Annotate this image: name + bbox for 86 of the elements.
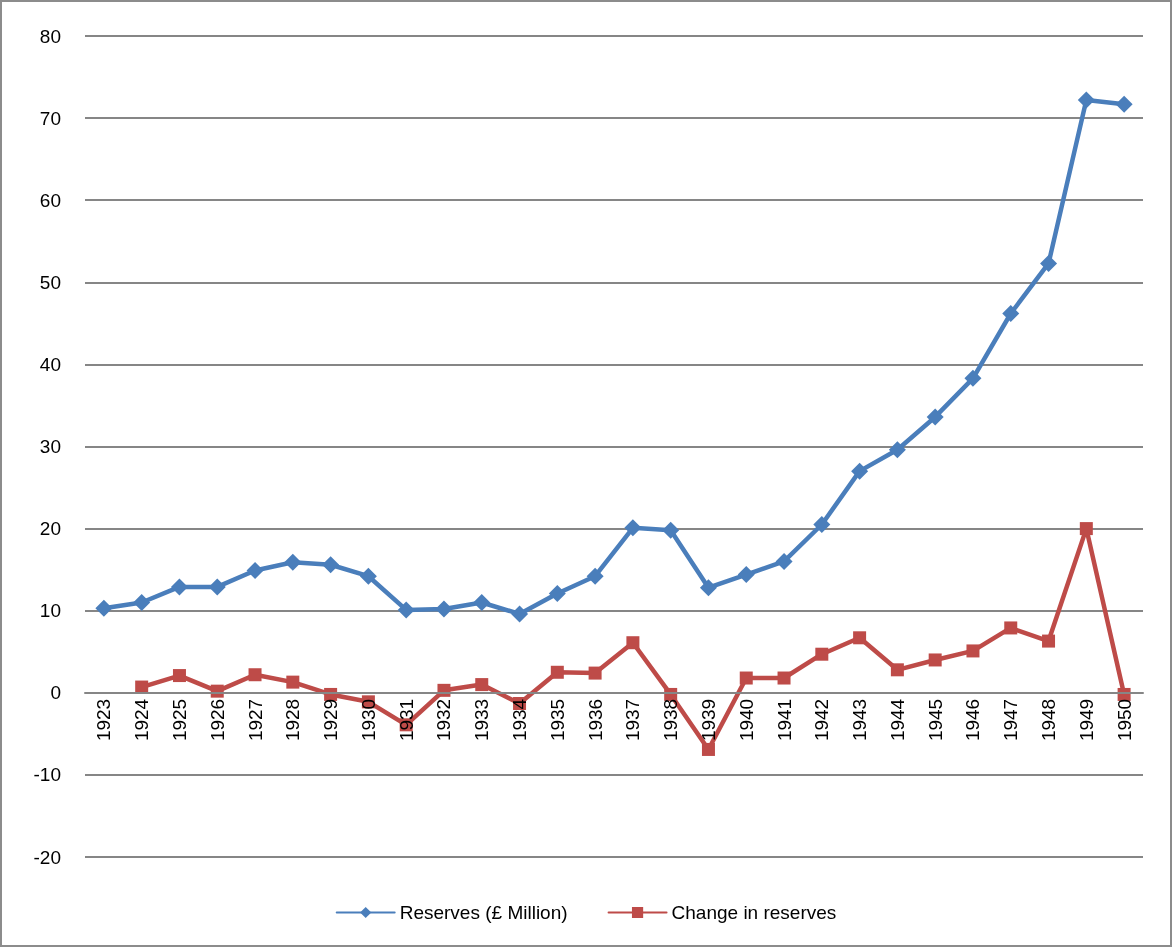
point — [170, 578, 188, 596]
point — [815, 647, 829, 661]
point — [624, 519, 642, 537]
point — [397, 601, 415, 619]
x-tick-label: 1927 — [244, 698, 266, 742]
point — [473, 593, 491, 611]
point — [548, 584, 566, 602]
point — [1077, 91, 1095, 109]
point — [851, 462, 869, 480]
x-tick-label: 1930 — [357, 698, 379, 742]
x-tick-label: 1943 — [849, 698, 871, 742]
y-tick-label: 50 — [39, 271, 61, 293]
x-tick-label: 1946 — [962, 698, 984, 742]
point — [322, 556, 340, 574]
point — [588, 666, 602, 680]
point — [890, 663, 904, 677]
x-tick-label: 1938 — [660, 698, 682, 742]
x-tick-label: 1933 — [471, 698, 493, 742]
x-tick-label: 1939 — [697, 698, 719, 742]
point — [853, 631, 867, 645]
point — [1040, 254, 1058, 272]
x-tick-label: 1923 — [93, 698, 115, 742]
point — [1002, 305, 1020, 322]
point — [626, 636, 640, 650]
y-tick-label: 20 — [39, 518, 61, 540]
point — [359, 567, 377, 585]
point — [813, 515, 831, 533]
point — [966, 644, 980, 658]
x-tick-label: 1931 — [395, 698, 417, 742]
point — [550, 665, 564, 679]
y-tick-label: 70 — [39, 107, 61, 129]
point — [1004, 621, 1018, 635]
point — [737, 566, 755, 584]
point — [284, 553, 302, 571]
point — [926, 408, 944, 426]
point — [1079, 522, 1093, 536]
y-tick-label: 80 — [39, 25, 61, 47]
x-tick-label: 1947 — [1000, 698, 1022, 742]
point — [699, 579, 717, 597]
x-tick-label: 1949 — [1075, 698, 1097, 742]
point — [133, 593, 151, 611]
x-tick-label: 1929 — [320, 698, 342, 742]
x-tick-label: 1934 — [509, 698, 531, 742]
point — [248, 668, 262, 682]
point — [1115, 95, 1133, 113]
x-tick-label: 1926 — [206, 698, 228, 742]
x-tick-label: 1950 — [1113, 698, 1135, 742]
y-tick-label: -20 — [33, 846, 61, 868]
x-tick-label: 1937 — [622, 698, 644, 742]
point — [586, 567, 604, 585]
legend-label: Reserves (£ Million) — [399, 902, 568, 923]
point — [435, 600, 453, 618]
point — [928, 653, 942, 667]
point — [888, 441, 906, 459]
point — [95, 599, 113, 617]
x-tick-label: 1948 — [1038, 698, 1060, 742]
point — [286, 675, 300, 689]
x-tick-label: 1925 — [168, 698, 190, 742]
x-tick-label: 1935 — [546, 698, 568, 742]
x-tick-label: 1944 — [886, 698, 908, 742]
x-tick-label: 1928 — [282, 698, 304, 742]
y-tick-label: 30 — [39, 436, 61, 457]
point — [775, 552, 793, 570]
point — [777, 671, 791, 685]
point — [701, 742, 715, 756]
y-tick-label: -10 — [33, 764, 61, 786]
y-tick-label: 10 — [39, 600, 61, 622]
point — [172, 669, 186, 683]
x-tick-label: 1936 — [584, 698, 606, 742]
point — [964, 369, 982, 387]
point — [511, 605, 529, 623]
legend-label: Change in reserves — [671, 902, 837, 923]
point — [475, 678, 489, 692]
y-tick-label: 40 — [39, 353, 61, 375]
point — [1042, 634, 1056, 648]
y-tick-label: 60 — [39, 189, 61, 211]
x-tick-label: 1940 — [735, 698, 757, 742]
x-tick-label: 1942 — [811, 698, 833, 742]
x-tick-label: 1945 — [924, 698, 946, 742]
point — [739, 671, 753, 685]
y-tick-label: 0 — [50, 682, 61, 704]
x-tick-label: 1932 — [433, 698, 455, 742]
x-tick-label: 1941 — [773, 698, 795, 742]
x-tick-label: 1924 — [131, 698, 153, 742]
point — [662, 521, 680, 539]
point — [246, 561, 264, 579]
